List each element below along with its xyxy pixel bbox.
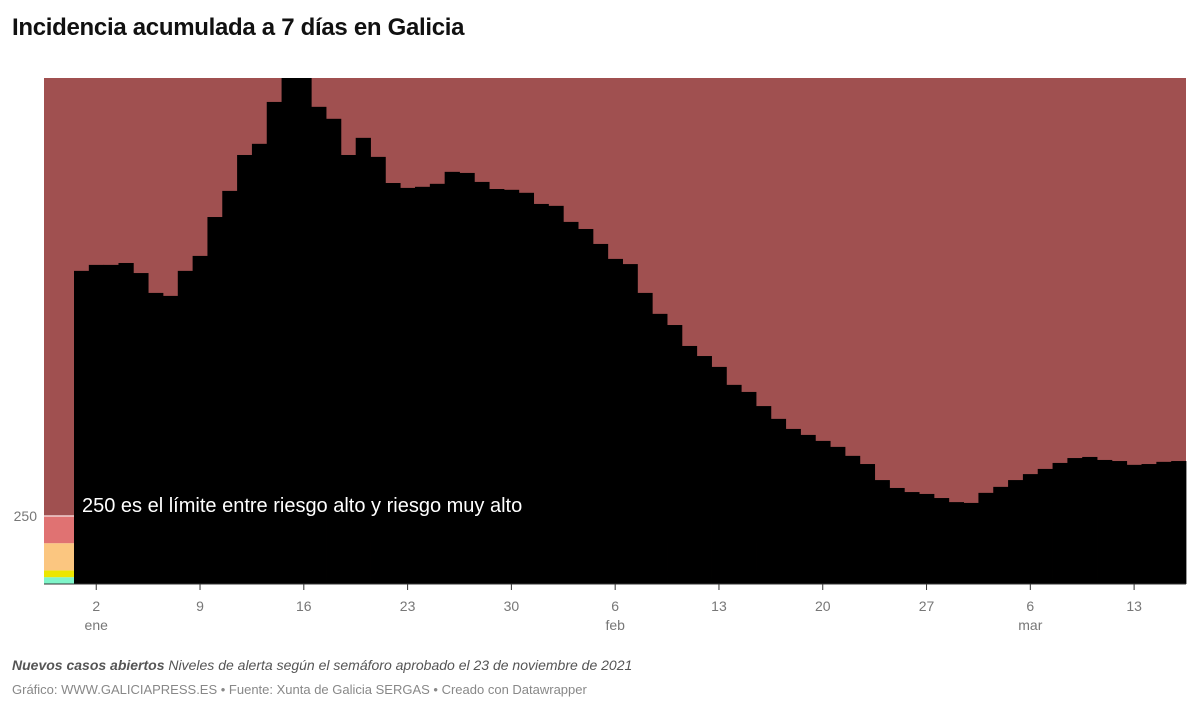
bar — [919, 493, 935, 584]
bar — [652, 313, 668, 584]
bar — [741, 391, 757, 584]
bar — [474, 181, 490, 585]
bar — [177, 270, 194, 584]
bar — [1097, 459, 1113, 584]
bar — [1111, 461, 1128, 584]
bar — [533, 203, 549, 584]
bar — [266, 101, 282, 584]
bar — [1022, 474, 1039, 584]
chart-title: Incidencia acumulada a 7 días en Galicia — [12, 14, 465, 41]
bar — [429, 183, 446, 584]
y-tick-label: 250 — [14, 508, 38, 524]
bar — [88, 264, 105, 584]
x-tick-label: 16 — [296, 598, 312, 614]
bar — [340, 154, 357, 585]
bar — [681, 345, 698, 584]
bar — [800, 434, 816, 584]
bar — [830, 446, 846, 584]
bar — [978, 492, 994, 584]
bar — [1037, 468, 1053, 584]
bar — [785, 428, 801, 584]
x-month-label: mar — [1018, 617, 1042, 633]
bar — [889, 487, 905, 584]
x-tick-label: 2 — [92, 598, 100, 614]
bar — [296, 78, 312, 584]
x-tick-label: 13 — [711, 598, 727, 614]
bar — [933, 498, 950, 584]
bar — [192, 255, 208, 584]
x-tick-label: 23 — [400, 598, 416, 614]
bar — [993, 486, 1009, 584]
bar-chart: 250 2 ene 9 16 23 30 6 feb 13 20 27 6 mar 13 250 es el… — [14, 78, 1187, 633]
x-tick-label: 9 — [196, 598, 204, 614]
notes-bold: Nuevos casos abiertos — [12, 657, 165, 673]
annotation: 250 es el límite entre riesgo alto y rie… — [82, 495, 522, 517]
bar — [74, 270, 90, 584]
bar — [222, 190, 238, 585]
bar — [355, 137, 371, 584]
bar — [1008, 480, 1024, 584]
bar — [133, 273, 149, 584]
bar — [548, 205, 564, 584]
bar — [1067, 458, 1083, 584]
bar — [518, 192, 535, 584]
bar — [756, 406, 772, 584]
bar — [237, 154, 253, 585]
bar — [459, 172, 475, 585]
bar — [1052, 462, 1068, 584]
notes-text: Niveles de alerta según el semáforo apro… — [164, 657, 633, 673]
bar — [948, 502, 964, 584]
bar — [281, 78, 297, 584]
bar — [1156, 461, 1172, 584]
x-tick-label: 20 — [815, 598, 831, 614]
axes: 250 2 ene 9 16 23 30 6 feb 13 20 27 6 mar 13 — [14, 508, 1186, 633]
bar — [162, 295, 179, 584]
bar — [489, 188, 505, 585]
bar — [726, 384, 742, 584]
bar — [859, 464, 876, 584]
bar — [148, 292, 164, 584]
chart-notes: Nuevos casos abiertos Niveles de alerta … — [12, 657, 632, 673]
bar — [1126, 464, 1142, 584]
bar — [711, 366, 727, 584]
bar — [400, 187, 416, 584]
x-tick-label: 6 — [1026, 598, 1034, 614]
bar — [311, 106, 327, 585]
bar — [370, 156, 386, 585]
bar — [1082, 456, 1098, 584]
x-month-label: feb — [605, 617, 625, 633]
bar — [874, 480, 890, 584]
bar — [696, 356, 712, 584]
bar — [444, 171, 460, 584]
x-tick-label: 13 — [1126, 598, 1142, 614]
bar — [963, 502, 979, 584]
bar — [815, 440, 831, 584]
x-tick-label: 30 — [504, 598, 520, 614]
bar — [667, 325, 683, 584]
bar — [1171, 461, 1187, 584]
bar — [770, 418, 787, 584]
bar — [563, 221, 579, 584]
bar — [103, 264, 119, 584]
bar — [1141, 464, 1157, 584]
bars — [74, 78, 1187, 585]
bar — [207, 217, 223, 584]
bar — [622, 264, 638, 584]
bar — [904, 492, 920, 584]
chart-credits: Gráfico: WWW.GALICIAPRESS.ES • Fuente: X… — [12, 682, 587, 697]
x-month-label: ene — [85, 617, 109, 633]
bar — [118, 262, 134, 584]
bar — [578, 228, 594, 584]
x-tick-label: 27 — [919, 598, 935, 614]
bar — [607, 258, 623, 584]
bar — [385, 183, 401, 584]
bar — [637, 292, 653, 584]
bar — [251, 143, 268, 584]
bar — [326, 118, 342, 584]
bar — [592, 243, 609, 585]
bar — [844, 455, 861, 584]
bar — [415, 186, 431, 584]
bar — [503, 189, 520, 584]
x-tick-label: 6 — [611, 598, 619, 614]
